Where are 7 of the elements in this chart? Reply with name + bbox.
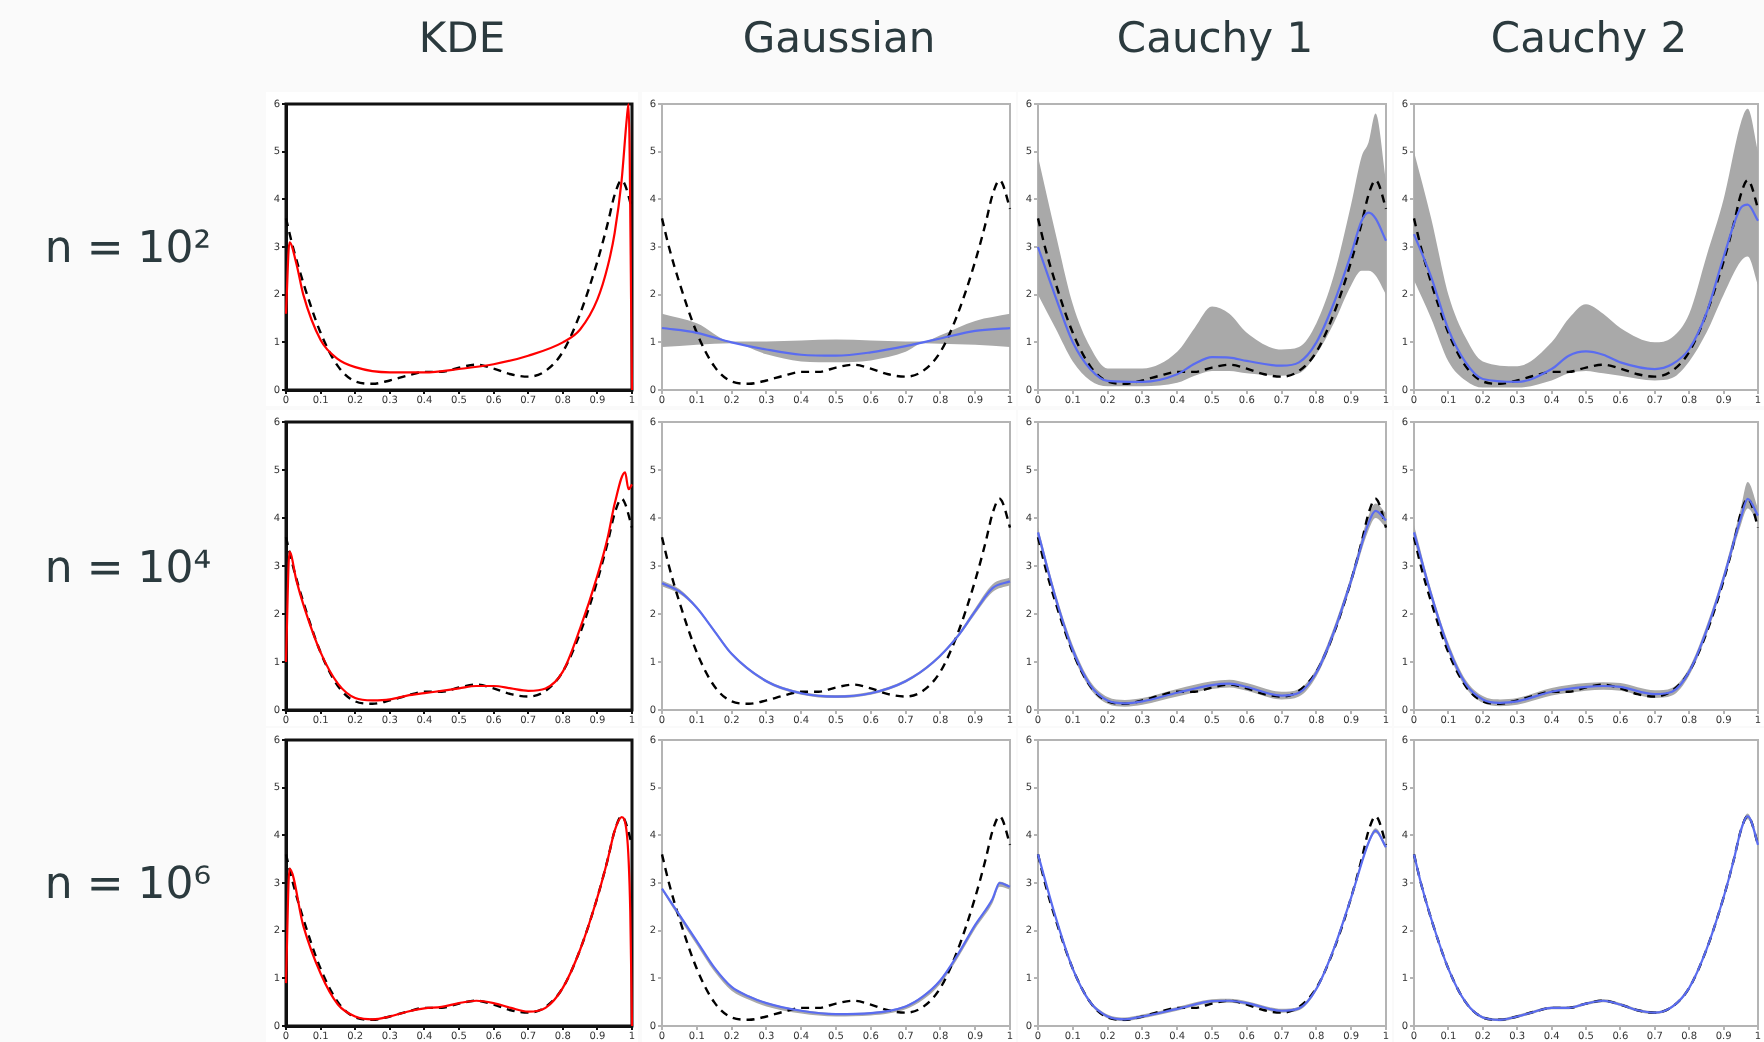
chart-title: KDE [416, 12, 508, 66]
chart-title: Cauchy 1 [1114, 12, 1316, 66]
y-axis-title: n = 10⁴ [42, 541, 214, 597]
chart-title: Cauchy 2 [1488, 12, 1690, 66]
chart-title: Gaussian [740, 12, 938, 66]
y-axis-title: n = 10² [42, 222, 214, 278]
y-axis-title: n = 10⁶ [42, 858, 214, 914]
